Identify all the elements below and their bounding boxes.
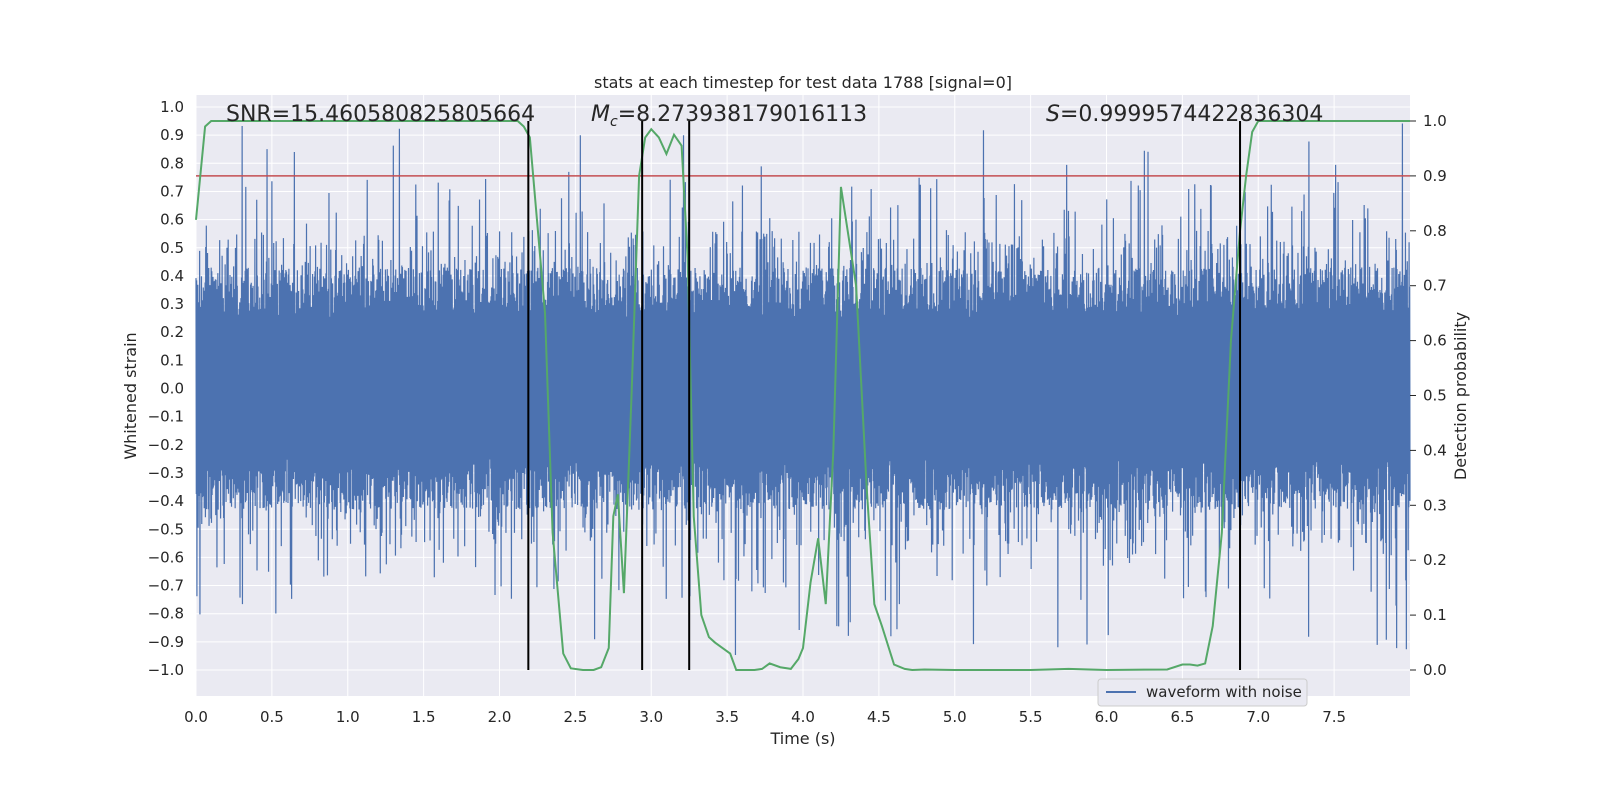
legend-box	[1097, 678, 1308, 707]
x-tick-label: 4.0	[791, 708, 815, 726]
x-tick-label: 6.5	[1170, 708, 1194, 726]
x-tick-label: 1.5	[412, 708, 436, 726]
x-tick-label: 2.0	[488, 708, 512, 726]
x-tick-label: 3.0	[639, 708, 663, 726]
y-right-tick-label: 0.3	[1423, 496, 1447, 514]
y-tick-label: −0.2	[148, 436, 184, 454]
y-tick-label: −0.4	[148, 492, 184, 510]
vertical-markers	[527, 121, 1242, 670]
snr-annotation: SNR=15.460580825805664	[226, 102, 535, 127]
y-tick-label: 0.2	[160, 323, 184, 341]
y-right-tick-label: 0.5	[1423, 387, 1447, 405]
y-tick-label: 0.8	[160, 154, 184, 172]
legend: waveform with noise	[1097, 678, 1308, 707]
y-tick-label: 0.4	[160, 267, 184, 285]
y-tick-label: −0.3	[148, 464, 184, 482]
x-tick-label: 5.0	[943, 708, 967, 726]
x-tick-label: 7.0	[1246, 708, 1270, 726]
x-tick-labels: 0.0 0.5 1.0 1.5 2.0 2.5 3.0 3.5 4.0 4.5 5.0 5.5 6.0 6…	[184, 708, 1346, 726]
y-tick-label: 0.9	[160, 126, 184, 144]
x-tick-label: 3.5	[715, 708, 739, 726]
chirp-mass-symbol: M	[591, 102, 610, 127]
legend-label: waveform with noise	[1146, 683, 1302, 701]
y-tick-label: −0.6	[148, 548, 184, 566]
y-axis-label: Whitened strain	[121, 332, 140, 459]
y-right-tick-label: 0.6	[1423, 332, 1447, 350]
y-tick-label: −0.8	[148, 605, 184, 623]
y-right-tick-labels: 1.0 0.9 0.8 0.7 0.6 0.5 0.4 0.3 0.2 0.1 0.0	[1410, 112, 1447, 679]
y-right-tick-label: 0.7	[1423, 277, 1447, 295]
x-tick-label: 1.0	[336, 708, 360, 726]
y-tick-label: −0.1	[148, 408, 184, 426]
probability-series-group	[195, 120, 1410, 672]
x-tick-label: 0.0	[184, 708, 208, 726]
y-tick-label: 0.7	[160, 182, 184, 200]
x-tick-label: 4.5	[867, 708, 891, 726]
x-tick-label: 0.5	[260, 708, 284, 726]
y-right-tick-label: 0.8	[1423, 222, 1447, 240]
chirp-mass-annotation: Mc=8.273938179016113	[591, 102, 867, 130]
y-tick-label: 0.6	[160, 211, 184, 229]
y-tick-label: 0.3	[160, 295, 184, 313]
y-right-tick-label: 0.2	[1423, 551, 1447, 569]
x-tick-label: 2.5	[563, 708, 587, 726]
y-tick-label: 1.0	[160, 98, 184, 116]
score-value: =0.9999574422836304	[1060, 102, 1323, 127]
y-tick-labels: 1.0 0.9 0.8 0.7 0.6 0.5 0.4 0.3 0.2 0.1 0.0 −0.1 −0.…	[148, 98, 184, 679]
y-tick-label: −0.5	[148, 520, 184, 538]
waveform-line	[195, 123, 1411, 655]
y-tick-label: 0.1	[160, 351, 184, 369]
chirp-mass-subscript: c	[610, 114, 618, 130]
y-tick-label: −1.0	[148, 661, 184, 679]
y-tick-label: −0.7	[148, 577, 184, 595]
x-tick-label: 7.5	[1322, 708, 1346, 726]
y-right-tick-label: 0.4	[1423, 441, 1447, 459]
y-tick-label: −0.9	[148, 633, 184, 651]
x-axis-label: Time (s)	[769, 729, 835, 748]
y-right-tick-label: 1.0	[1423, 112, 1447, 130]
probability-line	[195, 120, 1410, 672]
y-right-axis-label: Detection probability	[1451, 312, 1470, 480]
chart-title: stats at each timestep for test data 178…	[594, 73, 1012, 92]
y-right-tick-label: 0.0	[1423, 661, 1447, 679]
score-annotation: S=0.9999574422836304	[1046, 102, 1323, 127]
y-right-tick-label: 0.9	[1423, 167, 1447, 185]
score-symbol: S	[1046, 102, 1060, 127]
waveform-series	[195, 123, 1411, 655]
y-right-tick-label: 0.1	[1423, 606, 1447, 624]
y-tick-label: 0.5	[160, 239, 184, 257]
x-tick-label: 5.5	[1019, 708, 1043, 726]
y-tick-label: 0.0	[160, 380, 184, 398]
x-tick-label: 6.0	[1095, 708, 1119, 726]
chirp-mass-value: =8.273938179016113	[618, 102, 867, 127]
